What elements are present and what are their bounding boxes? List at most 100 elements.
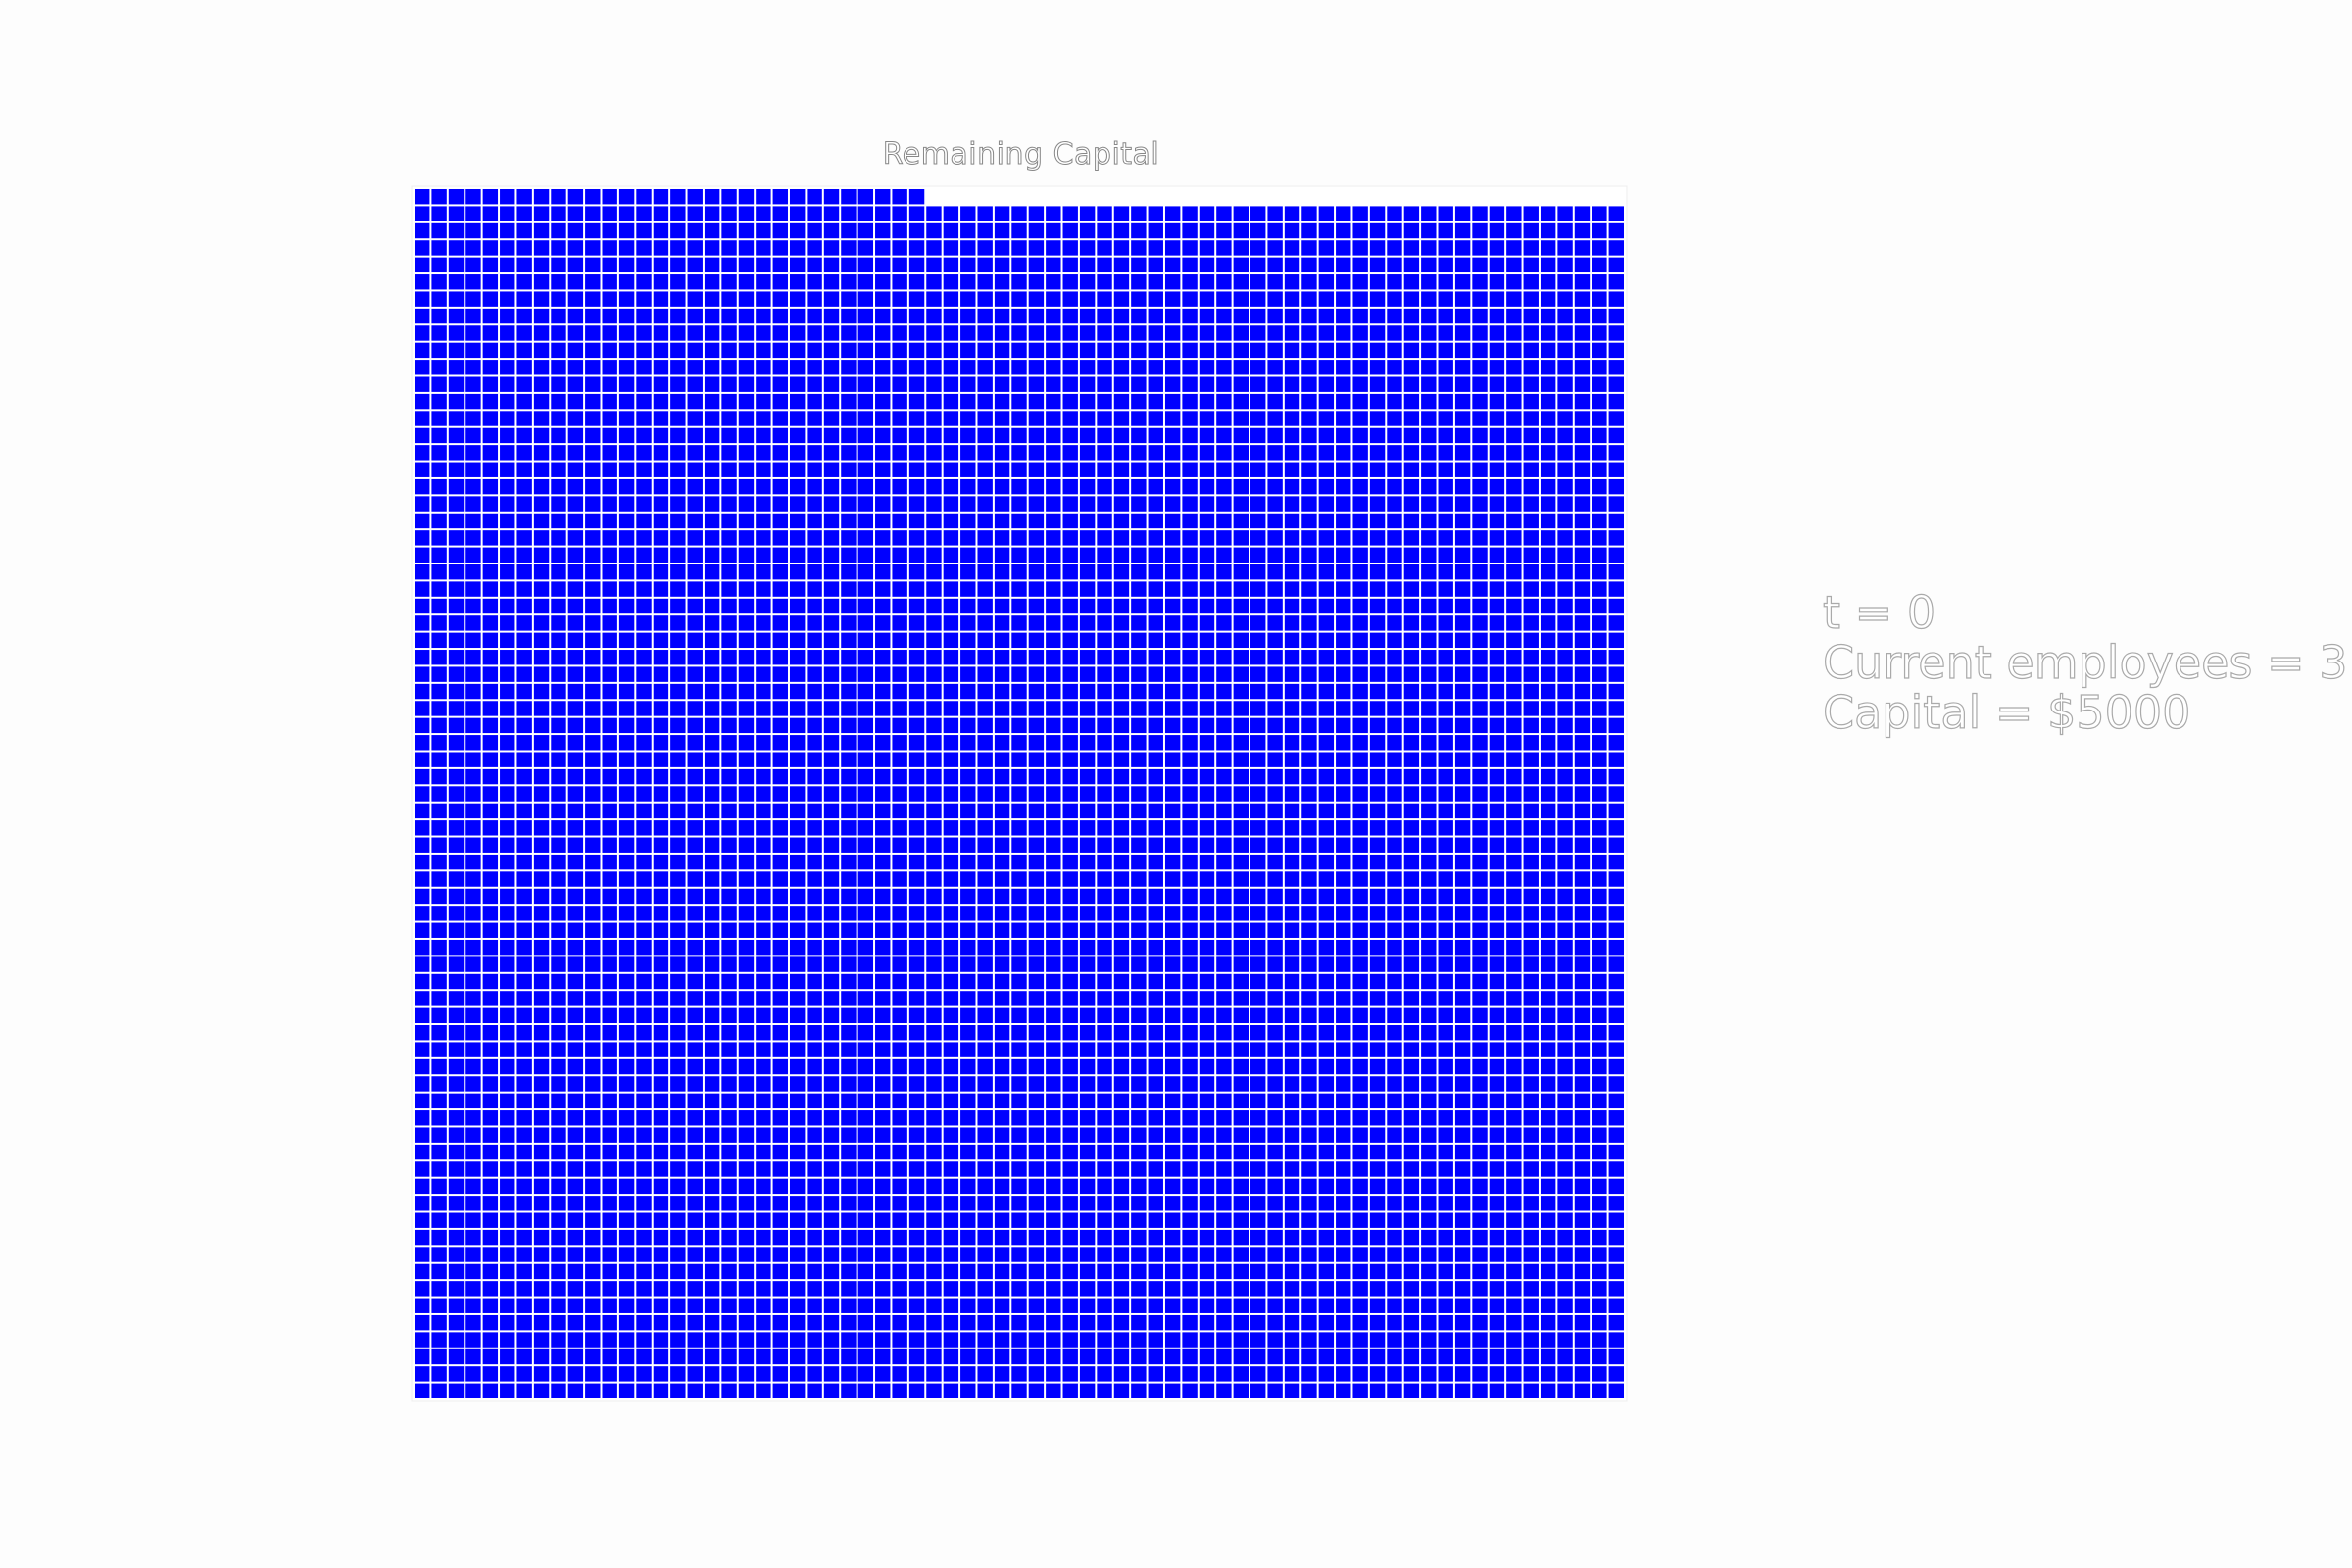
- waffle-cell: [687, 854, 703, 870]
- waffle-cell: [807, 991, 822, 1006]
- waffle-cell: [789, 820, 806, 836]
- waffle-cell: [1301, 615, 1317, 631]
- waffle-cell: [1046, 1178, 1061, 1195]
- waffle-cell: [585, 1281, 601, 1297]
- waffle-cell: [1079, 342, 1096, 359]
- waffle-cell: [1369, 1025, 1386, 1041]
- waffle-cell: [960, 598, 976, 614]
- waffle-cell: [466, 257, 481, 273]
- waffle-cell: [567, 632, 584, 649]
- waffle-cell: [756, 939, 771, 956]
- waffle-cell: [875, 650, 891, 665]
- waffle-cell: [618, 854, 635, 870]
- waffle-cell: [908, 530, 925, 546]
- waffle-cell: [841, 427, 857, 444]
- waffle-cell: [1079, 206, 1096, 221]
- waffle-cell: [1284, 1178, 1300, 1195]
- waffle-cell: [908, 393, 925, 410]
- waffle-cell: [1592, 683, 1607, 700]
- waffle-cell: [1608, 717, 1624, 734]
- waffle-cell: [960, 1314, 976, 1331]
- waffle-cell: [772, 291, 788, 307]
- waffle-cell: [1489, 1229, 1505, 1246]
- waffle-cell: [1369, 462, 1386, 477]
- waffle-cell: [772, 1298, 788, 1313]
- waffle-cell: [1148, 803, 1163, 819]
- waffle-cell: [431, 1298, 447, 1313]
- waffle-cell: [704, 1348, 720, 1365]
- waffle-cell: [1250, 206, 1266, 221]
- waffle-cell: [1557, 222, 1573, 239]
- waffle-cell: [1079, 991, 1096, 1006]
- waffle-cell: [892, 581, 907, 597]
- waffle-cell: [1079, 1366, 1096, 1382]
- waffle-cell: [1438, 1178, 1453, 1195]
- waffle-cell: [500, 360, 515, 375]
- waffle-cell: [858, 1212, 874, 1228]
- waffle-cell: [1284, 939, 1300, 956]
- waffle-cell: [1284, 650, 1300, 665]
- waffle-cell: [943, 291, 959, 307]
- waffle-cell: [1523, 393, 1539, 410]
- waffle-cell: [1387, 1263, 1402, 1280]
- waffle-cell: [858, 632, 874, 649]
- waffle-cell: [1403, 701, 1420, 716]
- waffle-cell: [1574, 650, 1591, 665]
- waffle-cell: [1216, 1025, 1232, 1041]
- waffle-cell: [653, 1058, 669, 1075]
- waffle-cell: [1506, 1178, 1522, 1195]
- waffle-cell: [1164, 1007, 1181, 1024]
- waffle-cell: [1489, 1110, 1505, 1126]
- waffle-cell: [892, 1348, 907, 1365]
- waffle-cell: [1506, 717, 1522, 734]
- waffle-cell: [551, 956, 566, 972]
- waffle-cell: [721, 888, 737, 905]
- waffle-cell: [756, 1042, 771, 1057]
- waffle-cell: [1097, 342, 1112, 359]
- waffle-cell: [602, 837, 617, 853]
- waffle-cell: [687, 956, 703, 972]
- waffle-cell: [1028, 906, 1045, 921]
- waffle-cell: [1523, 1127, 1539, 1143]
- waffle-cell: [602, 1161, 617, 1177]
- waffle-cell: [585, 206, 601, 221]
- waffle-cell: [618, 1348, 635, 1365]
- waffle-cell: [500, 496, 515, 512]
- waffle-cell: [908, 564, 925, 580]
- waffle-cell: [585, 1332, 601, 1348]
- waffle-cell: [1608, 1058, 1624, 1075]
- waffle-cell: [823, 1332, 840, 1348]
- waffle-cell: [670, 768, 686, 785]
- waffle-cell: [448, 632, 465, 649]
- waffle-cell: [892, 411, 907, 426]
- waffle-cell: [892, 1196, 907, 1211]
- waffle-cell: [1216, 496, 1232, 512]
- waffle-cell: [1523, 274, 1539, 290]
- waffle-cell: [466, 1161, 481, 1177]
- waffle-cell: [875, 411, 891, 426]
- waffle-cell: [1233, 325, 1250, 341]
- waffle-cell: [431, 650, 447, 665]
- waffle-cell: [977, 564, 993, 580]
- waffle-cell: [1250, 1042, 1266, 1057]
- waffle-cell: [670, 206, 686, 221]
- waffle-cell: [1369, 768, 1386, 785]
- waffle-cell: [1267, 1076, 1283, 1092]
- waffle-cell: [1046, 701, 1061, 716]
- waffle-cell: [1301, 632, 1317, 649]
- waffle-cell: [602, 189, 617, 205]
- waffle-cell: [1113, 939, 1130, 956]
- waffle-cell: [772, 189, 788, 205]
- waffle-cell: [960, 308, 976, 324]
- waffle-cell: [533, 274, 550, 290]
- waffle-cell: [1472, 752, 1488, 767]
- waffle-cell: [533, 393, 550, 410]
- waffle-cell: [1250, 939, 1266, 956]
- waffle-cell: [602, 1025, 617, 1041]
- waffle-cell: [1284, 376, 1300, 392]
- waffle-cell: [960, 1042, 976, 1057]
- waffle-cell: [1011, 1348, 1027, 1365]
- waffle-cell: [841, 854, 857, 870]
- waffle-cell: [823, 991, 840, 1006]
- waffle-cell: [1148, 411, 1163, 426]
